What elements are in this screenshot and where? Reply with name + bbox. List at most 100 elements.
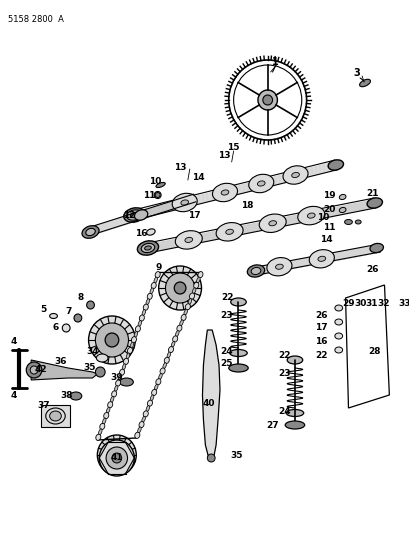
Ellipse shape	[220, 190, 228, 195]
Ellipse shape	[96, 434, 101, 440]
Ellipse shape	[196, 277, 200, 283]
Ellipse shape	[167, 352, 170, 358]
Ellipse shape	[108, 402, 112, 408]
Ellipse shape	[176, 325, 182, 332]
Ellipse shape	[70, 392, 81, 400]
Ellipse shape	[198, 272, 202, 278]
Ellipse shape	[366, 198, 382, 208]
Text: 25: 25	[220, 359, 232, 367]
Ellipse shape	[127, 348, 132, 354]
Ellipse shape	[216, 223, 243, 241]
Ellipse shape	[114, 385, 118, 392]
Text: 42: 42	[34, 366, 47, 375]
Ellipse shape	[115, 380, 120, 386]
Ellipse shape	[119, 369, 124, 375]
Text: 10: 10	[148, 176, 161, 185]
Ellipse shape	[49, 411, 61, 421]
Text: 30: 30	[353, 298, 366, 308]
Ellipse shape	[185, 304, 190, 310]
Ellipse shape	[126, 210, 142, 220]
Ellipse shape	[308, 249, 334, 268]
Ellipse shape	[258, 214, 285, 232]
Text: 29: 29	[342, 298, 354, 308]
Ellipse shape	[291, 172, 299, 177]
Text: 31: 31	[365, 298, 377, 308]
Text: 35: 35	[230, 450, 242, 459]
Polygon shape	[31, 360, 97, 380]
Text: 13: 13	[173, 163, 186, 172]
Ellipse shape	[158, 374, 162, 379]
Circle shape	[26, 362, 42, 378]
Polygon shape	[202, 330, 220, 460]
Ellipse shape	[150, 288, 153, 294]
Ellipse shape	[251, 268, 260, 274]
Circle shape	[103, 441, 130, 469]
Text: 22: 22	[314, 351, 327, 359]
Ellipse shape	[162, 363, 166, 369]
Circle shape	[174, 282, 185, 294]
Bar	[41, 405, 70, 427]
Ellipse shape	[143, 411, 148, 417]
Text: 13: 13	[217, 150, 229, 159]
Ellipse shape	[355, 220, 360, 224]
Ellipse shape	[146, 299, 149, 305]
Ellipse shape	[154, 384, 157, 390]
Ellipse shape	[46, 408, 65, 424]
Text: 11: 11	[142, 191, 155, 200]
Circle shape	[30, 366, 38, 374]
Ellipse shape	[130, 213, 138, 217]
Ellipse shape	[266, 257, 291, 276]
Ellipse shape	[147, 400, 152, 406]
Ellipse shape	[193, 282, 198, 288]
Text: 9: 9	[155, 263, 162, 272]
Text: 22: 22	[221, 294, 234, 303]
Ellipse shape	[184, 237, 192, 243]
Ellipse shape	[268, 221, 276, 226]
Ellipse shape	[230, 298, 246, 306]
Text: 40: 40	[202, 399, 215, 408]
Ellipse shape	[225, 229, 233, 235]
Ellipse shape	[82, 225, 99, 238]
Ellipse shape	[142, 310, 145, 316]
Circle shape	[207, 454, 215, 462]
Ellipse shape	[131, 337, 136, 343]
Text: 36: 36	[54, 358, 66, 367]
Ellipse shape	[229, 350, 247, 357]
Circle shape	[74, 314, 81, 322]
Text: 20: 20	[322, 206, 335, 214]
Ellipse shape	[139, 422, 144, 427]
Ellipse shape	[160, 368, 165, 374]
Ellipse shape	[143, 304, 148, 310]
Text: 32: 32	[376, 298, 389, 308]
Text: 23: 23	[277, 369, 290, 378]
Text: 14: 14	[319, 236, 332, 245]
Text: 26: 26	[314, 311, 327, 319]
Ellipse shape	[150, 395, 153, 401]
Ellipse shape	[155, 378, 160, 385]
Text: 37: 37	[37, 401, 50, 410]
Circle shape	[262, 95, 272, 105]
Text: 1: 1	[272, 57, 278, 67]
Ellipse shape	[257, 181, 265, 186]
Ellipse shape	[96, 354, 108, 362]
Ellipse shape	[327, 160, 343, 170]
Ellipse shape	[184, 309, 187, 315]
Ellipse shape	[102, 418, 106, 424]
Ellipse shape	[130, 342, 133, 348]
Ellipse shape	[155, 182, 165, 188]
Ellipse shape	[307, 213, 315, 218]
Ellipse shape	[99, 423, 105, 430]
Ellipse shape	[369, 244, 382, 253]
Text: 12: 12	[123, 212, 135, 221]
Circle shape	[112, 453, 121, 463]
Ellipse shape	[146, 229, 155, 235]
Ellipse shape	[179, 320, 183, 326]
Ellipse shape	[164, 357, 169, 364]
Ellipse shape	[248, 174, 273, 193]
Text: 5: 5	[40, 305, 47, 314]
Ellipse shape	[135, 326, 140, 332]
Ellipse shape	[192, 288, 196, 294]
Text: 4: 4	[10, 391, 17, 400]
Ellipse shape	[228, 364, 247, 372]
Ellipse shape	[151, 282, 156, 289]
